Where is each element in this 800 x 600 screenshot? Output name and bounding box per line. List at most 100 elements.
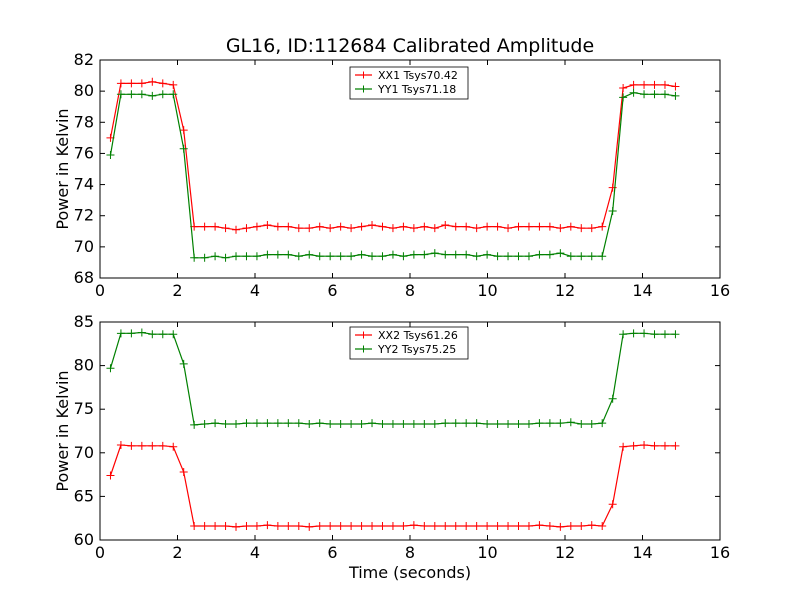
y-tick-label: 80 (74, 356, 94, 375)
data-point-marker (336, 252, 345, 261)
data-point-marker (158, 79, 167, 88)
x-tick-label: 14 (632, 543, 652, 562)
x-tick-label: 14 (632, 281, 652, 300)
data-point-marker (378, 522, 387, 531)
x-tick-label: 4 (250, 543, 260, 562)
data-point-marker (378, 252, 387, 261)
data-point-marker (598, 419, 607, 428)
data-point-marker (493, 522, 502, 531)
data-point-marker (671, 441, 680, 450)
legend-entry-label: YY2 Tsys75.25 (377, 343, 456, 356)
data-point-marker (378, 222, 387, 231)
data-point-marker (116, 440, 125, 449)
data-point-marker (169, 90, 178, 99)
data-point-marker (200, 522, 209, 531)
data-point-marker (556, 522, 565, 531)
data-point-marker (273, 222, 282, 231)
data-point-marker (430, 420, 439, 429)
data-point-marker (336, 222, 345, 231)
data-point-marker (116, 79, 125, 88)
data-point-marker (566, 522, 575, 531)
data-point-marker (514, 252, 523, 261)
data-point-marker (619, 84, 628, 93)
data-point-marker (462, 522, 471, 531)
data-point-marker (137, 90, 146, 99)
data-point-marker (577, 224, 586, 233)
data-point-marker (211, 222, 220, 231)
data-point-marker (608, 394, 617, 403)
y-tick-label: 68 (74, 268, 94, 287)
data-point-marker (200, 222, 209, 231)
data-point-marker (409, 224, 418, 233)
data-point-marker (252, 222, 261, 231)
data-point-marker (671, 91, 680, 100)
data-point-marker (462, 222, 471, 231)
data-point-marker (493, 252, 502, 261)
data-point-marker (650, 330, 659, 339)
data-point-marker (409, 420, 418, 429)
x-tick-label: 6 (327, 281, 337, 300)
y-tick-label: 70 (74, 443, 94, 462)
data-point-marker (441, 522, 450, 531)
data-point-marker (504, 420, 513, 429)
data-point-marker (326, 522, 335, 531)
data-point-marker (221, 420, 230, 429)
data-point-marker (660, 441, 669, 450)
data-point-marker (242, 419, 251, 428)
data-point-marker (587, 252, 596, 261)
data-point-marker (483, 420, 492, 429)
data-point-marker (629, 441, 638, 450)
x-tick-label: 8 (405, 281, 415, 300)
y-tick-label: 60 (74, 530, 94, 549)
data-point-marker (629, 88, 638, 97)
data-point-marker (420, 522, 429, 531)
data-point-marker (252, 522, 261, 531)
data-point-marker (232, 522, 241, 531)
data-point-marker (252, 419, 261, 428)
data-point-marker (242, 522, 251, 531)
x-tick-label: 0 (95, 543, 105, 562)
data-point-marker (619, 93, 628, 102)
x-tick-label: 16 (710, 281, 730, 300)
data-point-marker (273, 522, 282, 531)
legend-marker (360, 71, 367, 79)
x-tick-label: 2 (172, 543, 182, 562)
data-point-marker (441, 250, 450, 259)
data-point-marker (462, 419, 471, 428)
legend-box (349, 326, 469, 360)
data-point-marker (629, 329, 638, 338)
data-point-marker (232, 225, 241, 234)
data-point-marker (326, 420, 335, 429)
data-point-marker (357, 222, 366, 231)
data-point-marker (566, 252, 575, 261)
data-point-marker (504, 522, 513, 531)
data-point-marker (608, 207, 617, 216)
x-tick-label: 6 (327, 543, 337, 562)
data-point-marker (472, 522, 481, 531)
data-point-marker (263, 419, 272, 428)
data-point-marker (127, 79, 136, 88)
data-point-marker (315, 522, 324, 531)
data-point-marker (608, 500, 617, 509)
data-point-marker (169, 330, 178, 339)
legend-marker (360, 331, 367, 339)
data-point-marker (137, 79, 146, 88)
data-point-marker (514, 522, 523, 531)
data-point-marker (368, 252, 377, 261)
data-point-marker (305, 420, 314, 429)
data-point-marker (671, 330, 680, 339)
x-tick-label: 4 (250, 281, 260, 300)
data-point-marker (378, 420, 387, 429)
data-point-marker (252, 252, 261, 261)
data-point-marker (556, 419, 565, 428)
data-point-marker (347, 522, 356, 531)
data-point-marker (451, 419, 460, 428)
data-point-marker (294, 252, 303, 261)
chart-title: GL16, ID:112684 Calibrated Amplitude (226, 35, 594, 57)
data-point-marker (357, 250, 366, 259)
y-tick-label: 80 (74, 81, 94, 100)
data-point-marker (566, 418, 575, 427)
